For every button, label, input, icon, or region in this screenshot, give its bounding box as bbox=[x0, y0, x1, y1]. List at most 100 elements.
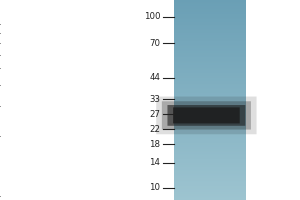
Bar bbox=[174, 28, 246, 29]
Bar bbox=[174, 187, 246, 188]
Bar bbox=[174, 50, 246, 51]
Bar bbox=[174, 176, 246, 177]
Bar bbox=[174, 103, 246, 104]
Bar bbox=[174, 2, 246, 3]
Bar bbox=[174, 17, 246, 18]
Bar bbox=[174, 147, 246, 148]
Bar bbox=[174, 143, 246, 144]
Bar bbox=[174, 1, 246, 2]
Bar bbox=[174, 62, 246, 63]
Bar bbox=[174, 163, 246, 164]
Bar bbox=[174, 23, 246, 24]
Bar bbox=[174, 193, 246, 194]
Bar bbox=[174, 81, 246, 82]
Bar bbox=[174, 162, 246, 163]
Bar bbox=[174, 40, 246, 41]
Bar bbox=[174, 171, 246, 172]
Bar bbox=[174, 20, 246, 21]
Text: 44: 44 bbox=[149, 73, 161, 82]
Bar bbox=[174, 91, 246, 92]
Bar bbox=[174, 149, 246, 150]
Bar bbox=[174, 74, 246, 75]
Bar bbox=[174, 177, 246, 178]
Bar bbox=[174, 157, 246, 158]
Bar bbox=[174, 67, 246, 68]
Bar bbox=[174, 55, 246, 56]
Bar bbox=[174, 63, 246, 64]
Bar bbox=[174, 8, 246, 9]
Bar bbox=[174, 3, 246, 4]
Bar bbox=[174, 161, 246, 162]
Text: 70: 70 bbox=[149, 39, 161, 48]
Bar bbox=[174, 27, 246, 28]
Bar bbox=[174, 43, 246, 44]
Bar bbox=[174, 0, 246, 1]
Bar bbox=[174, 51, 246, 52]
Text: 14: 14 bbox=[149, 158, 161, 167]
Bar bbox=[174, 122, 246, 123]
Bar bbox=[174, 192, 246, 193]
Bar bbox=[174, 54, 246, 55]
Bar bbox=[174, 37, 246, 38]
Bar bbox=[174, 182, 246, 183]
Bar bbox=[174, 57, 246, 58]
Bar bbox=[174, 128, 246, 129]
Bar bbox=[174, 65, 246, 66]
Bar bbox=[174, 70, 246, 71]
Text: 22: 22 bbox=[149, 125, 161, 134]
Bar bbox=[174, 45, 246, 46]
Bar bbox=[174, 13, 246, 14]
Bar bbox=[174, 66, 246, 67]
Bar bbox=[174, 158, 246, 159]
Bar bbox=[174, 133, 246, 134]
Bar bbox=[174, 124, 246, 125]
Bar bbox=[174, 148, 246, 149]
Bar bbox=[174, 151, 246, 152]
Bar bbox=[174, 30, 246, 31]
Bar bbox=[174, 9, 246, 10]
Bar bbox=[174, 14, 246, 15]
Bar bbox=[174, 77, 246, 78]
Bar bbox=[174, 120, 246, 121]
Bar bbox=[174, 44, 246, 45]
Bar bbox=[174, 115, 246, 116]
Bar bbox=[174, 134, 246, 135]
Text: 100: 100 bbox=[144, 12, 160, 21]
Bar bbox=[174, 96, 246, 97]
Bar bbox=[174, 164, 246, 165]
Bar bbox=[174, 172, 246, 173]
Bar bbox=[174, 185, 246, 186]
Bar bbox=[174, 119, 246, 120]
Bar bbox=[174, 25, 246, 26]
Bar bbox=[174, 188, 246, 189]
Bar bbox=[174, 118, 246, 119]
Bar bbox=[174, 24, 246, 25]
Bar bbox=[174, 83, 246, 84]
Bar bbox=[174, 101, 246, 102]
Bar bbox=[174, 78, 246, 79]
Bar bbox=[174, 116, 246, 117]
Text: 33: 33 bbox=[149, 95, 161, 104]
Bar bbox=[174, 186, 246, 187]
Bar bbox=[174, 76, 246, 77]
Bar bbox=[174, 75, 246, 76]
Bar bbox=[174, 6, 246, 7]
Bar bbox=[174, 112, 246, 113]
Bar bbox=[174, 180, 246, 181]
Bar bbox=[174, 46, 246, 47]
Bar bbox=[174, 117, 246, 118]
Bar bbox=[174, 150, 246, 151]
Bar bbox=[174, 72, 246, 73]
Bar bbox=[174, 92, 246, 93]
Bar bbox=[174, 39, 246, 40]
Bar bbox=[174, 47, 246, 48]
Bar bbox=[174, 22, 246, 23]
Text: 27: 27 bbox=[149, 110, 161, 119]
Bar bbox=[174, 110, 246, 111]
Bar bbox=[174, 191, 246, 192]
FancyBboxPatch shape bbox=[173, 107, 240, 123]
Bar bbox=[174, 113, 246, 114]
Bar bbox=[174, 194, 246, 195]
Bar bbox=[174, 141, 246, 142]
Bar bbox=[174, 11, 246, 12]
